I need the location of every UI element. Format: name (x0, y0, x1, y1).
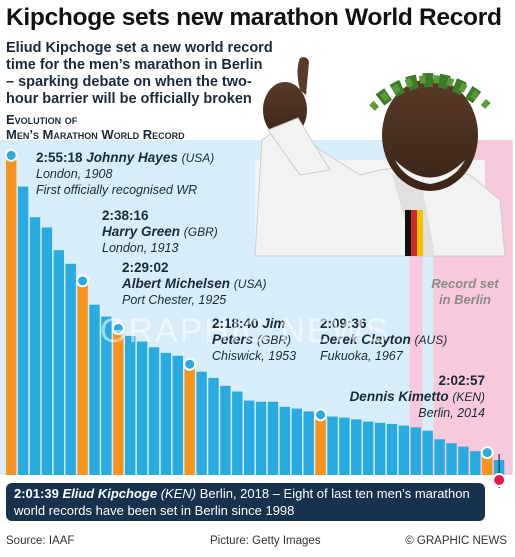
banner-time: 2:01:39 (14, 486, 59, 501)
chart-title-line2: Men’s Marathon World Record (6, 127, 185, 142)
annotation-1: 2:38:16 Harry Green (GBR) London, 1913 (102, 208, 218, 255)
watermark: GRAPHIC NEWS (100, 312, 390, 350)
annotation-name: Albert Michelsen (USA) (121, 276, 266, 291)
bar (89, 304, 100, 475)
record-marker (4, 148, 18, 162)
annotation-place-year: Chiswick, 1953 (212, 349, 296, 363)
bar-highlight (77, 280, 88, 475)
bar (446, 443, 457, 475)
bar (303, 411, 314, 475)
banner-name: Eliud Kipchoge (62, 486, 158, 501)
banner-text: Berlin, 2018 – Eight of last ten men’s m… (14, 486, 470, 518)
bar (232, 391, 243, 475)
bar (160, 352, 172, 475)
bar (279, 406, 291, 475)
bar (172, 355, 183, 475)
annotation-time: 2:55:18 Johnny Hayes (USA) (36, 150, 214, 165)
bar (398, 425, 410, 475)
bar (470, 451, 481, 475)
annotation-note: First officially recognised WR (36, 183, 197, 197)
record-marker (480, 446, 494, 460)
annotation-time: 2:38:16 (102, 208, 149, 223)
annotation-4: 2:09:36 Derek Clayton (AUS) Fukuoka, 1967 (320, 316, 447, 363)
annotation-time-name: 2:18:40 Jim (212, 316, 286, 331)
record-marker (183, 357, 197, 371)
annotation-name: Dennis Kimetto (KEN) (350, 389, 485, 404)
bar (374, 422, 386, 475)
source-credit: Source: IAAF (6, 535, 75, 547)
current-record-marker (492, 473, 507, 487)
annotation-0: 2:55:18 Johnny Hayes (USA) London, 1908 Fi… (36, 150, 214, 197)
chart-title-line1: Evolution of (6, 112, 78, 127)
bar (351, 419, 362, 475)
annotation-place-year: Berlin, 2014 (418, 406, 485, 420)
bar (291, 408, 302, 475)
bar (327, 416, 338, 475)
bar (29, 217, 41, 475)
bar-highlight (315, 414, 326, 475)
banner-country: (KEN) (160, 486, 197, 501)
bar-highlight (184, 364, 195, 475)
annotation-name: Harry Green (GBR) (102, 224, 218, 239)
bar-highlight (6, 155, 17, 475)
annotation-name: Peters (GBR) (212, 332, 291, 347)
chart-title: Evolution of Men’s Marathon World Record (6, 112, 185, 142)
bar (220, 385, 231, 475)
page-subtitle: Eliud Kipchoge set a new world record ti… (6, 40, 273, 107)
record-marker (76, 274, 90, 288)
annotation-time: 2:02:57 (438, 373, 485, 388)
bar (53, 250, 64, 475)
bar (208, 377, 219, 475)
bar (148, 347, 160, 475)
berlin-label: Record set in Berlin (431, 276, 499, 307)
bar (125, 335, 136, 475)
bar (244, 400, 255, 475)
bar (17, 186, 29, 475)
annotation-place-year: Fukuoka, 1967 (320, 349, 404, 363)
athlete-photo (254, 57, 506, 257)
bar (434, 439, 445, 475)
record-marker (111, 322, 125, 336)
bar (267, 401, 279, 475)
annotation-time: 2:09:36 (320, 316, 367, 331)
copyright-credit: © GRAPHIC NEWS (405, 535, 507, 547)
bar (422, 430, 433, 475)
bar (458, 446, 469, 475)
annotation-time: 2:29:02 (122, 260, 169, 275)
picture-credit: Picture: Getty Images (210, 535, 321, 547)
bar (41, 227, 53, 475)
bar (101, 316, 112, 475)
bar-highlight (482, 452, 493, 475)
annotation-place-year: Port Chester, 1925 (122, 293, 226, 307)
bar (255, 401, 267, 475)
annotation-2: 2:29:02 Albert Michelsen (USA) Port Chest… (121, 260, 266, 307)
bar (386, 423, 398, 475)
bar (196, 371, 207, 475)
bar (339, 417, 350, 475)
annotation-place-year: London, 1908 (36, 167, 113, 181)
bar (65, 263, 76, 475)
page-title: Kipchoge sets new marathon World Record (6, 4, 502, 31)
annotation-name: Derek Clayton (AUS) (320, 332, 447, 347)
bar (410, 427, 421, 475)
bar (363, 421, 374, 475)
kipchoge-record-banner: 2:01:39 Eliud Kipchoge (KEN) Berlin, 201… (6, 483, 485, 521)
bar (136, 341, 148, 475)
record-marker (314, 408, 328, 422)
bar-highlight (113, 328, 124, 475)
annotation-place-year: London, 1913 (102, 241, 179, 255)
